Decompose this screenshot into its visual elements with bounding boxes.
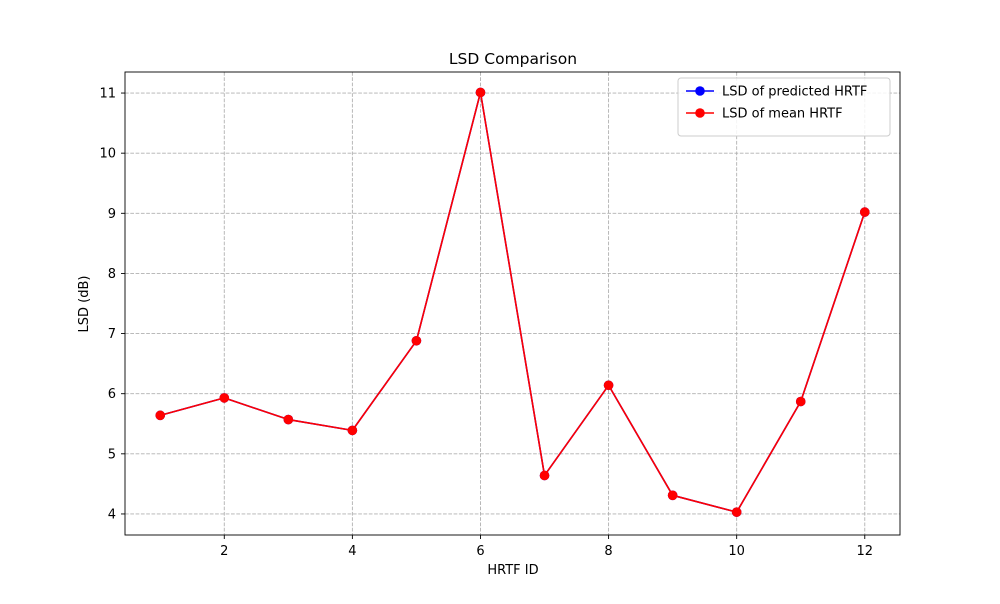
x-tick-label: 8 [604,544,612,559]
data-point [667,490,678,501]
data-point [539,470,550,481]
legend-box [677,77,891,137]
data-point [859,207,870,217]
data-point [283,414,294,425]
series-2-group [155,87,870,517]
y-tick-label: 5 [108,447,116,462]
legend-label: LSD of predicted HRTF [722,85,867,100]
x-tick-label: 6 [476,544,484,559]
y-tick-label: 10 [99,147,116,162]
series-line [160,91,866,513]
legend-item: LSD of mean HRTF [686,107,843,122]
y-tick-label: 6 [108,387,116,402]
legend-marker [695,108,705,118]
y-tick-label: 8 [108,267,116,282]
x-tick-label: 12 [856,544,873,559]
legend-marker [695,86,705,96]
series-layer [155,87,870,517]
data-point [795,396,806,407]
legend-item: LSD of predicted HRTF [686,85,867,100]
grid-lines [125,72,900,535]
y-tick-label: 9 [108,207,116,222]
x-tick-label: 2 [220,544,228,559]
y-tick-label: 7 [108,327,116,342]
data-point [155,410,166,421]
data-point [731,507,742,517]
plot-area-frame [124,71,901,536]
x-tick-label: 4 [348,544,356,559]
data-point [347,425,358,436]
data-point [219,393,230,403]
y-axis-label: LSD (dB) [77,276,92,333]
chart-title: LSD Comparison [449,50,577,68]
data-point [411,335,422,346]
x-axis-label: HRTF ID [487,563,538,578]
data-point [603,380,614,391]
y-tick-label: 11 [99,87,116,102]
series-line [160,91,866,513]
y-tick-label: 4 [108,507,116,522]
series-1-group [155,87,870,517]
data-point [475,87,486,98]
x-tick-label: 10 [728,544,745,559]
legend-label: LSD of mean HRTF [722,107,843,122]
axis-ticks: 2 4 6 8 10 12 4 5 6 7 8 9 10 11 [99,87,873,559]
legend: LSD of predicted HRTF LSD of mean HRTF [677,77,891,137]
